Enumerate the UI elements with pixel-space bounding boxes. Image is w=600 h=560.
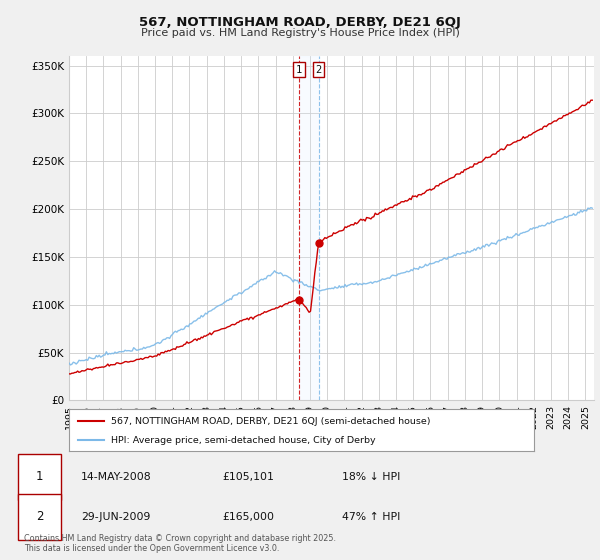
Text: 2: 2 (316, 64, 322, 74)
Text: £105,101: £105,101 (222, 472, 274, 482)
Text: 567, NOTTINGHAM ROAD, DERBY, DE21 6QJ: 567, NOTTINGHAM ROAD, DERBY, DE21 6QJ (139, 16, 461, 29)
Text: 18% ↓ HPI: 18% ↓ HPI (342, 472, 400, 482)
Text: 2: 2 (36, 510, 43, 524)
Text: Contains HM Land Registry data © Crown copyright and database right 2025.
This d: Contains HM Land Registry data © Crown c… (24, 534, 336, 553)
Text: 567, NOTTINGHAM ROAD, DERBY, DE21 6QJ (semi-detached house): 567, NOTTINGHAM ROAD, DERBY, DE21 6QJ (s… (111, 417, 430, 426)
Bar (299, 56, 319, 400)
Text: HPI: Average price, semi-detached house, City of Derby: HPI: Average price, semi-detached house,… (111, 436, 376, 445)
Text: 14-MAY-2008: 14-MAY-2008 (81, 472, 152, 482)
Text: £165,000: £165,000 (222, 512, 274, 522)
Text: 1: 1 (36, 470, 43, 483)
Text: 1: 1 (296, 64, 302, 74)
Text: 29-JUN-2009: 29-JUN-2009 (81, 512, 151, 522)
Text: Price paid vs. HM Land Registry's House Price Index (HPI): Price paid vs. HM Land Registry's House … (140, 28, 460, 38)
Text: 47% ↑ HPI: 47% ↑ HPI (342, 512, 400, 522)
